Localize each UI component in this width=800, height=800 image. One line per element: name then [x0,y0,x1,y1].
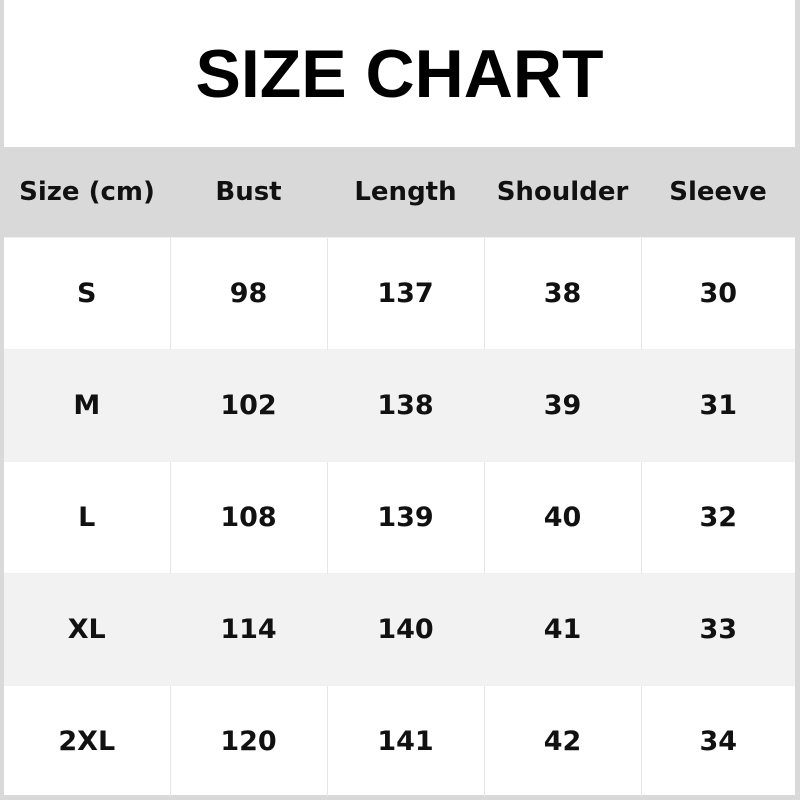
cell-sleeve: 34 [640,685,795,797]
cell-shoulder: 41 [483,573,641,686]
cell-shoulder: 42 [483,685,641,797]
table-row: XL 114 140 41 33 [4,573,795,686]
header-size: Size (cm) [4,147,170,238]
cell-length: 139 [326,461,484,574]
header-shoulder: Shoulder [484,147,641,238]
cell-shoulder: 39 [483,349,641,462]
table-row: M 102 138 39 31 [4,349,795,462]
page-title: SIZE CHART [195,35,604,112]
cell-shoulder: 38 [483,237,641,350]
cell-bust: 120 [169,685,327,797]
size-chart: SIZE CHART Size (cm) Bust Length Shoulde… [4,0,795,797]
header-row: Size (cm) Bust Length Shoulder Sleeve [4,147,795,238]
cell-length: 138 [326,349,484,462]
cell-size: XL [4,573,170,686]
cell-bust: 114 [169,573,327,686]
cell-size: 2XL [4,685,170,797]
header-sleeve: Sleeve [641,147,795,238]
cell-bust: 98 [169,237,327,350]
table-row: 2XL 120 141 42 34 [4,685,795,797]
header-bust: Bust [170,147,327,238]
table-row: S 98 137 38 30 [4,237,795,350]
cell-shoulder: 40 [483,461,641,574]
cell-sleeve: 31 [640,349,795,462]
table-row: L 108 139 40 32 [4,461,795,574]
cell-length: 141 [326,685,484,797]
cell-size: S [4,237,170,350]
cell-length: 140 [326,573,484,686]
header-length: Length [327,147,484,238]
cell-size: M [4,349,170,462]
cell-sleeve: 30 [640,237,795,350]
cell-bust: 108 [169,461,327,574]
cell-size: L [4,461,170,574]
cell-bust: 102 [169,349,327,462]
cell-sleeve: 32 [640,461,795,574]
cell-length: 137 [326,237,484,350]
cell-sleeve: 33 [640,573,795,686]
